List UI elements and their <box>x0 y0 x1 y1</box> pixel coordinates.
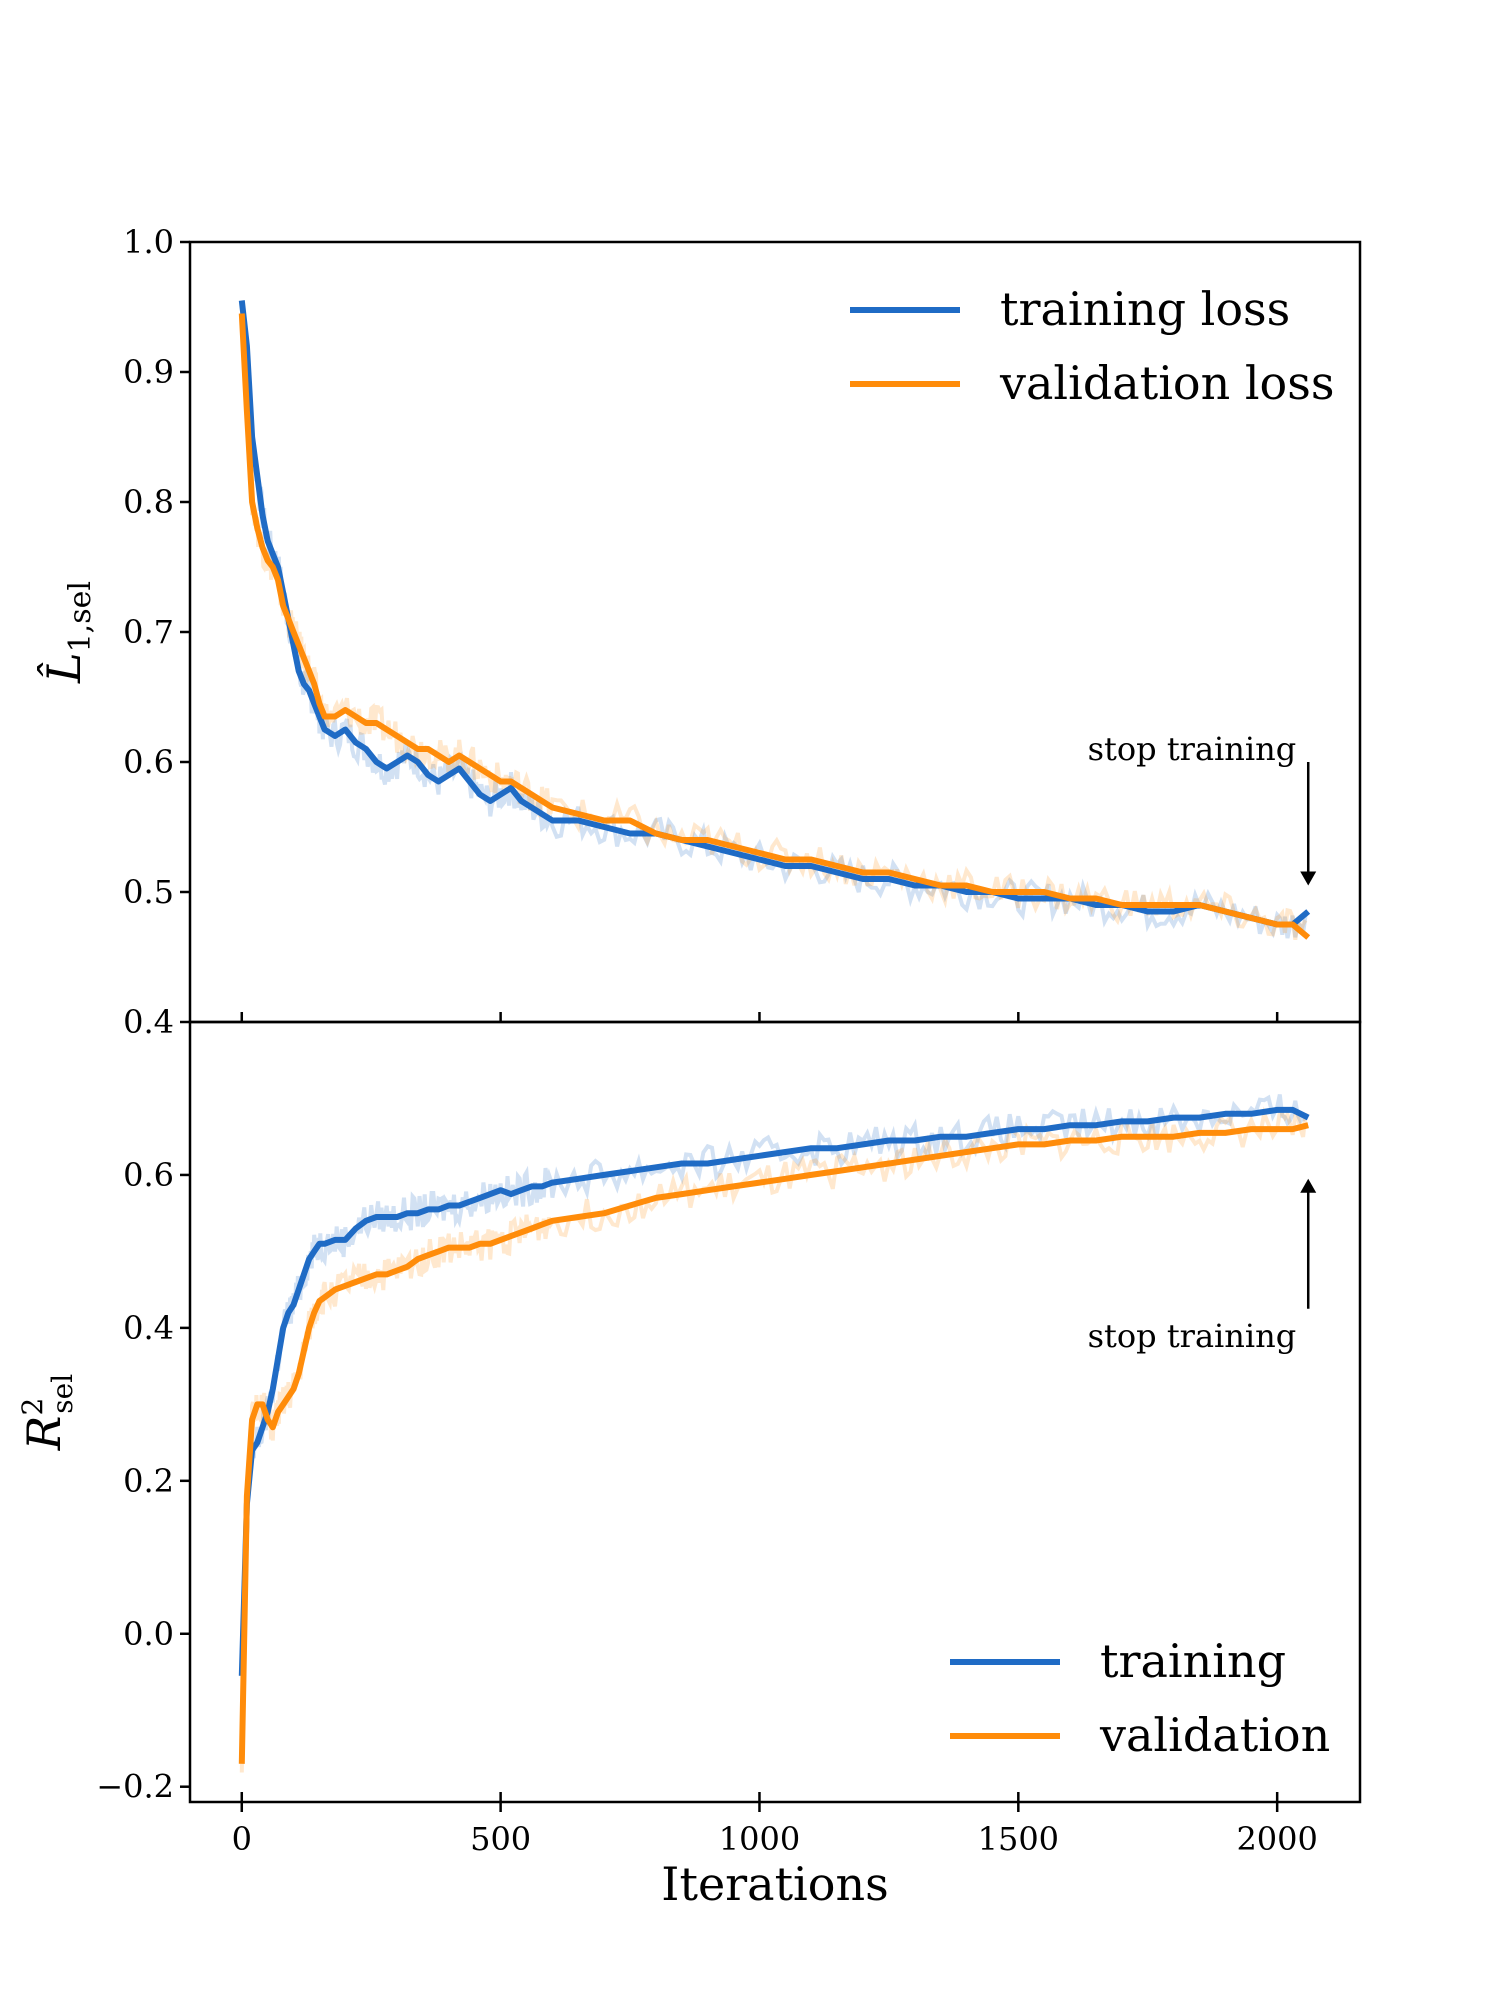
xtick-label: 1000 <box>719 1820 800 1858</box>
xtick-label: 2000 <box>1236 1820 1317 1858</box>
r2-annotation-arrow-head <box>1300 1178 1317 1193</box>
iterations-x-axis: 0 500 1000 1500 2000 <box>232 1802 1318 1858</box>
xtick-label: 500 <box>470 1820 531 1858</box>
r2-legend-label: validation <box>1099 1708 1330 1762</box>
x-axis-title: Iterations <box>661 1857 888 1911</box>
loss-legend: training loss validation loss <box>850 282 1334 410</box>
loss-plot-area <box>238 300 1311 941</box>
loss-ytick-label: 0.9 <box>123 353 174 391</box>
r2-ytick-label: 0.4 <box>123 1309 174 1347</box>
loss-annotation-arrow-head <box>1300 871 1317 886</box>
loss-ytick-label: 0.7 <box>123 613 174 651</box>
r2-legend-label: training <box>1100 1634 1286 1688</box>
r2-legend: training validation <box>950 1634 1330 1762</box>
loss-ytick-label: 0.5 <box>123 873 174 911</box>
loss-ytick-label: 0.4 <box>123 1003 174 1041</box>
loss-y-axis-title-main: L̂ <box>37 652 91 684</box>
r2-y-axis-title-sub: sel <box>46 1374 79 1414</box>
r2-ytick-label: 0.2 <box>123 1462 174 1500</box>
loss-series-0-line <box>238 300 1311 928</box>
xtick-label: 1500 <box>978 1820 1059 1858</box>
r2-ytick-label: 0.6 <box>123 1156 174 1194</box>
loss-legend-label: training loss <box>1000 282 1290 336</box>
r2-plot-frame <box>188 1020 1362 1804</box>
loss-annotation-label: stop training <box>1088 730 1297 768</box>
r2-series-1-line <box>238 1122 1309 1764</box>
r2-y-axis-title-main: R <box>17 1416 71 1452</box>
xtick-label: 0 <box>232 1820 252 1858</box>
loss-stop-annotation: stop training <box>1088 730 1317 886</box>
r2-ytick-label: 0.0 <box>123 1615 174 1653</box>
loss-ytick-label: 1.0 <box>123 223 174 261</box>
loss-panel: 0.4 0.5 0.6 0.7 0.8 0.9 1.0 L̂1,sel training l… <box>37 223 1362 1041</box>
r2-panel: −0.20.00.20.40.6 0 500 1000 1500 2000 R2sel … <box>16 1020 1362 1911</box>
loss-y-axis: 0.4 0.5 0.6 0.7 0.8 0.9 1.0 <box>123 223 1279 1041</box>
r2-y-axis: −0.2 0.0 0.2 0.4 0.6 <box>96 1156 1279 1806</box>
loss-y-axis-title-sub: 1,sel <box>63 581 98 652</box>
r2-stop-annotation: stop training <box>1088 1178 1317 1355</box>
r2-annotation-label: stop training <box>1088 1317 1297 1355</box>
r2-y-axis-title: R2sel <box>16 1374 79 1451</box>
r2-series-0-line <box>238 1106 1310 1676</box>
r2-y-axis-title-sup: 2 <box>16 1398 49 1416</box>
loss-series-1-line <box>238 313 1311 940</box>
loss-ytick-label: 0.8 <box>123 483 174 521</box>
loss-ytick-label: 0.6 <box>123 743 174 781</box>
loss-series-1-raw-trace <box>239 329 1308 941</box>
loss-legend-label: validation loss <box>999 356 1334 410</box>
loss-y-axis-title: L̂1,sel <box>37 581 98 684</box>
r2-plot-area <box>238 1094 1310 1773</box>
r2-ytick-label: −0.2 <box>96 1768 174 1806</box>
